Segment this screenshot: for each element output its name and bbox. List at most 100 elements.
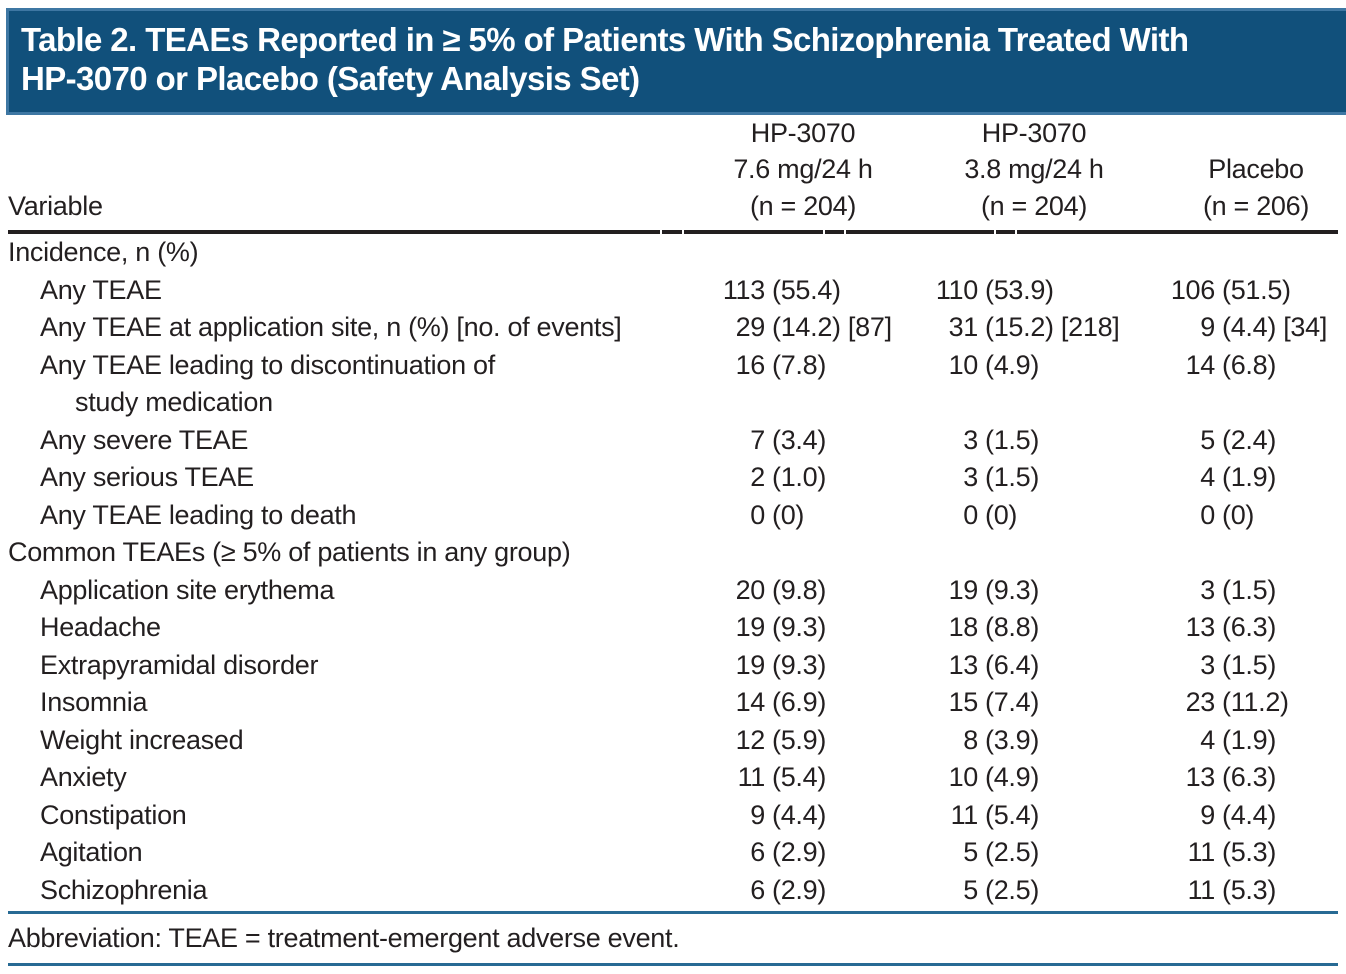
value-percent: (5.9) <box>772 724 827 755</box>
row-label: Agitation <box>40 837 143 867</box>
value-count: 11 <box>737 762 766 792</box>
value-cell: 18 (8.8) <box>868 609 1048 647</box>
table-row: Any TEAE 113 (55.4) 110 (53.9) 106 (51.5) <box>0 272 1346 310</box>
table-row: Any TEAE at application site, n (%) [no.… <box>0 309 1346 347</box>
value-cell: 5 (2.5) <box>868 872 1048 910</box>
value-count: 6 <box>750 874 765 905</box>
table-title-banner: Table 2. TEAEs Reported in ≥ 5% of Patie… <box>6 8 1346 115</box>
value-percent: (6.3) <box>1222 762 1277 792</box>
table-row: Insomnia 14 (6.9) 15 (7.4) 23 (11.2) <box>0 684 1346 722</box>
value-percent: (0) <box>772 499 805 530</box>
row-label: Any TEAE leading to death <box>40 499 357 530</box>
value-cell: 9 (4.4) <box>708 797 868 835</box>
value-count: 113 <box>722 274 765 305</box>
table-row: Headache 19 (9.3) 18 (8.8) 13 (6.3) <box>0 609 1346 647</box>
value-count: 106 <box>1170 274 1215 305</box>
value-count: 19 <box>948 574 979 605</box>
value-cell: 9 (4.4) <box>1048 797 1338 835</box>
table-section-row: Incidence, n (%) <box>0 234 1346 272</box>
value-cell: 2 (1.0) <box>708 459 868 497</box>
value-cell: 0 (0) <box>708 497 868 535</box>
value-cell: 19 (9.3) <box>708 609 868 647</box>
value-percent: (8.8) <box>985 612 1040 642</box>
table-row: Weight increased 12 (5.9) 8 (3.9) 4 (1.9) <box>0 722 1346 760</box>
value-percent: (51.5) <box>1222 274 1291 305</box>
value-cell: 29 (14.2) [87] <box>708 309 893 347</box>
value-percent: (1.5) <box>1222 649 1277 680</box>
value-cell: 11 (5.4) <box>868 797 1048 835</box>
row-label: Any TEAE <box>40 274 162 305</box>
header-divider-rule <box>8 230 1338 234</box>
table-row: Constipation 9 (4.4) 11 (5.4) 9 (4.4) <box>0 797 1346 835</box>
value-count: 11 <box>950 799 979 830</box>
value-count: 13 <box>1185 762 1216 792</box>
value-cell: 3 (1.5) <box>868 459 1048 497</box>
table-title-line1: Table 2. TEAEs Reported in ≥ 5% of Patie… <box>21 21 1189 58</box>
value-cell: 0 (0) <box>1048 497 1338 535</box>
value-percent: (5.3) <box>1222 874 1277 905</box>
value-count: 11 <box>1187 874 1216 905</box>
row-label: Any TEAE at application site, n (%) [no.… <box>40 312 622 342</box>
row-label: Application site erythema <box>40 574 335 605</box>
value-percent: (1.5) <box>985 462 1040 492</box>
value-count: 0 <box>1200 499 1215 530</box>
table-row: Any serious TEAE 2 (1.0) 3 (1.5) 4 (1.9) <box>0 459 1346 497</box>
value-cell: 8 (3.9) <box>868 722 1048 760</box>
row-label: Anxiety <box>40 762 127 792</box>
value-percent: (2.9) <box>772 874 827 905</box>
value-count: 29 <box>735 312 766 342</box>
column-header-placebo: Placebo (n = 206) <box>1202 154 1310 221</box>
value-percent: (4.4) [34] <box>1222 312 1328 342</box>
value-count: 11 <box>1187 837 1216 867</box>
value-cell: 13 (6.3) <box>1048 609 1338 647</box>
row-label: Common TEAEs (≥ 5% of patients in any gr… <box>8 537 571 567</box>
value-percent: (0) <box>985 499 1018 530</box>
value-cell: 10 (4.9) <box>868 347 1048 385</box>
value-count: 10 <box>948 762 979 792</box>
value-count: 3 <box>963 462 978 492</box>
value-cell: 15 (7.4) <box>868 684 1048 722</box>
value-cell: 7 (3.4) <box>708 422 868 460</box>
table-row: Agitation 6 (2.9) 5 (2.5) 11 (5.3) <box>0 834 1346 872</box>
value-count: 19 <box>735 649 766 680</box>
value-cell: 106 (51.5) <box>1048 272 1338 310</box>
value-count: 9 <box>1200 312 1215 342</box>
row-label: Headache <box>40 612 161 642</box>
value-cell: 11 (5.3) <box>1048 834 1338 872</box>
row-label: Incidence, n (%) <box>8 237 199 267</box>
value-count: 0 <box>750 499 765 530</box>
value-count: 4 <box>1200 462 1215 492</box>
value-count: 20 <box>735 574 766 605</box>
value-count: 14 <box>1185 349 1216 380</box>
value-percent: (2.4) <box>1222 424 1277 455</box>
table-row: Anxiety 11 (5.4) 10 (4.9) 13 (6.3) <box>0 759 1346 797</box>
value-percent: (2.5) <box>985 837 1040 867</box>
value-cell: 3 (1.5) <box>1048 647 1338 685</box>
value-percent: (0) <box>1222 499 1255 530</box>
value-count: 5 <box>963 874 978 905</box>
footnote-bottom-rule <box>8 963 1338 966</box>
table-row: Any TEAE leading to death 0 (0) 0 (0) 0 (0) <box>0 497 1346 535</box>
value-cell: 12 (5.9) <box>708 722 868 760</box>
value-percent: (1.5) <box>985 424 1040 455</box>
value-count: 18 <box>948 612 979 642</box>
value-cell: 11 (5.4) <box>708 759 868 797</box>
row-label: Constipation <box>40 799 187 830</box>
column-header-variable: Variable <box>8 190 103 221</box>
table-row: Extrapyramidal disorder 19 (9.3) 13 (6.4) 3 (1… <box>0 647 1346 685</box>
value-count: 12 <box>735 724 766 755</box>
value-count: 9 <box>1200 799 1215 830</box>
value-percent: (4.4) <box>772 799 827 830</box>
value-count: 10 <box>948 349 979 380</box>
value-cell: 4 (1.9) <box>1048 722 1338 760</box>
value-cell: 14 (6.8) <box>1048 347 1338 385</box>
value-count: 16 <box>735 349 766 380</box>
value-cell: 110 (53.9) <box>868 272 1054 310</box>
value-percent: (5.4) <box>772 762 827 792</box>
table-row: Any TEAE leading to discontinuation of s… <box>0 347 1346 422</box>
value-cell: 6 (2.9) <box>708 834 868 872</box>
value-count: 3 <box>1200 649 1215 680</box>
value-percent: (4.9) <box>985 349 1040 380</box>
value-cell: 5 (2.4) <box>1048 422 1338 460</box>
value-count: 14 <box>735 687 766 717</box>
